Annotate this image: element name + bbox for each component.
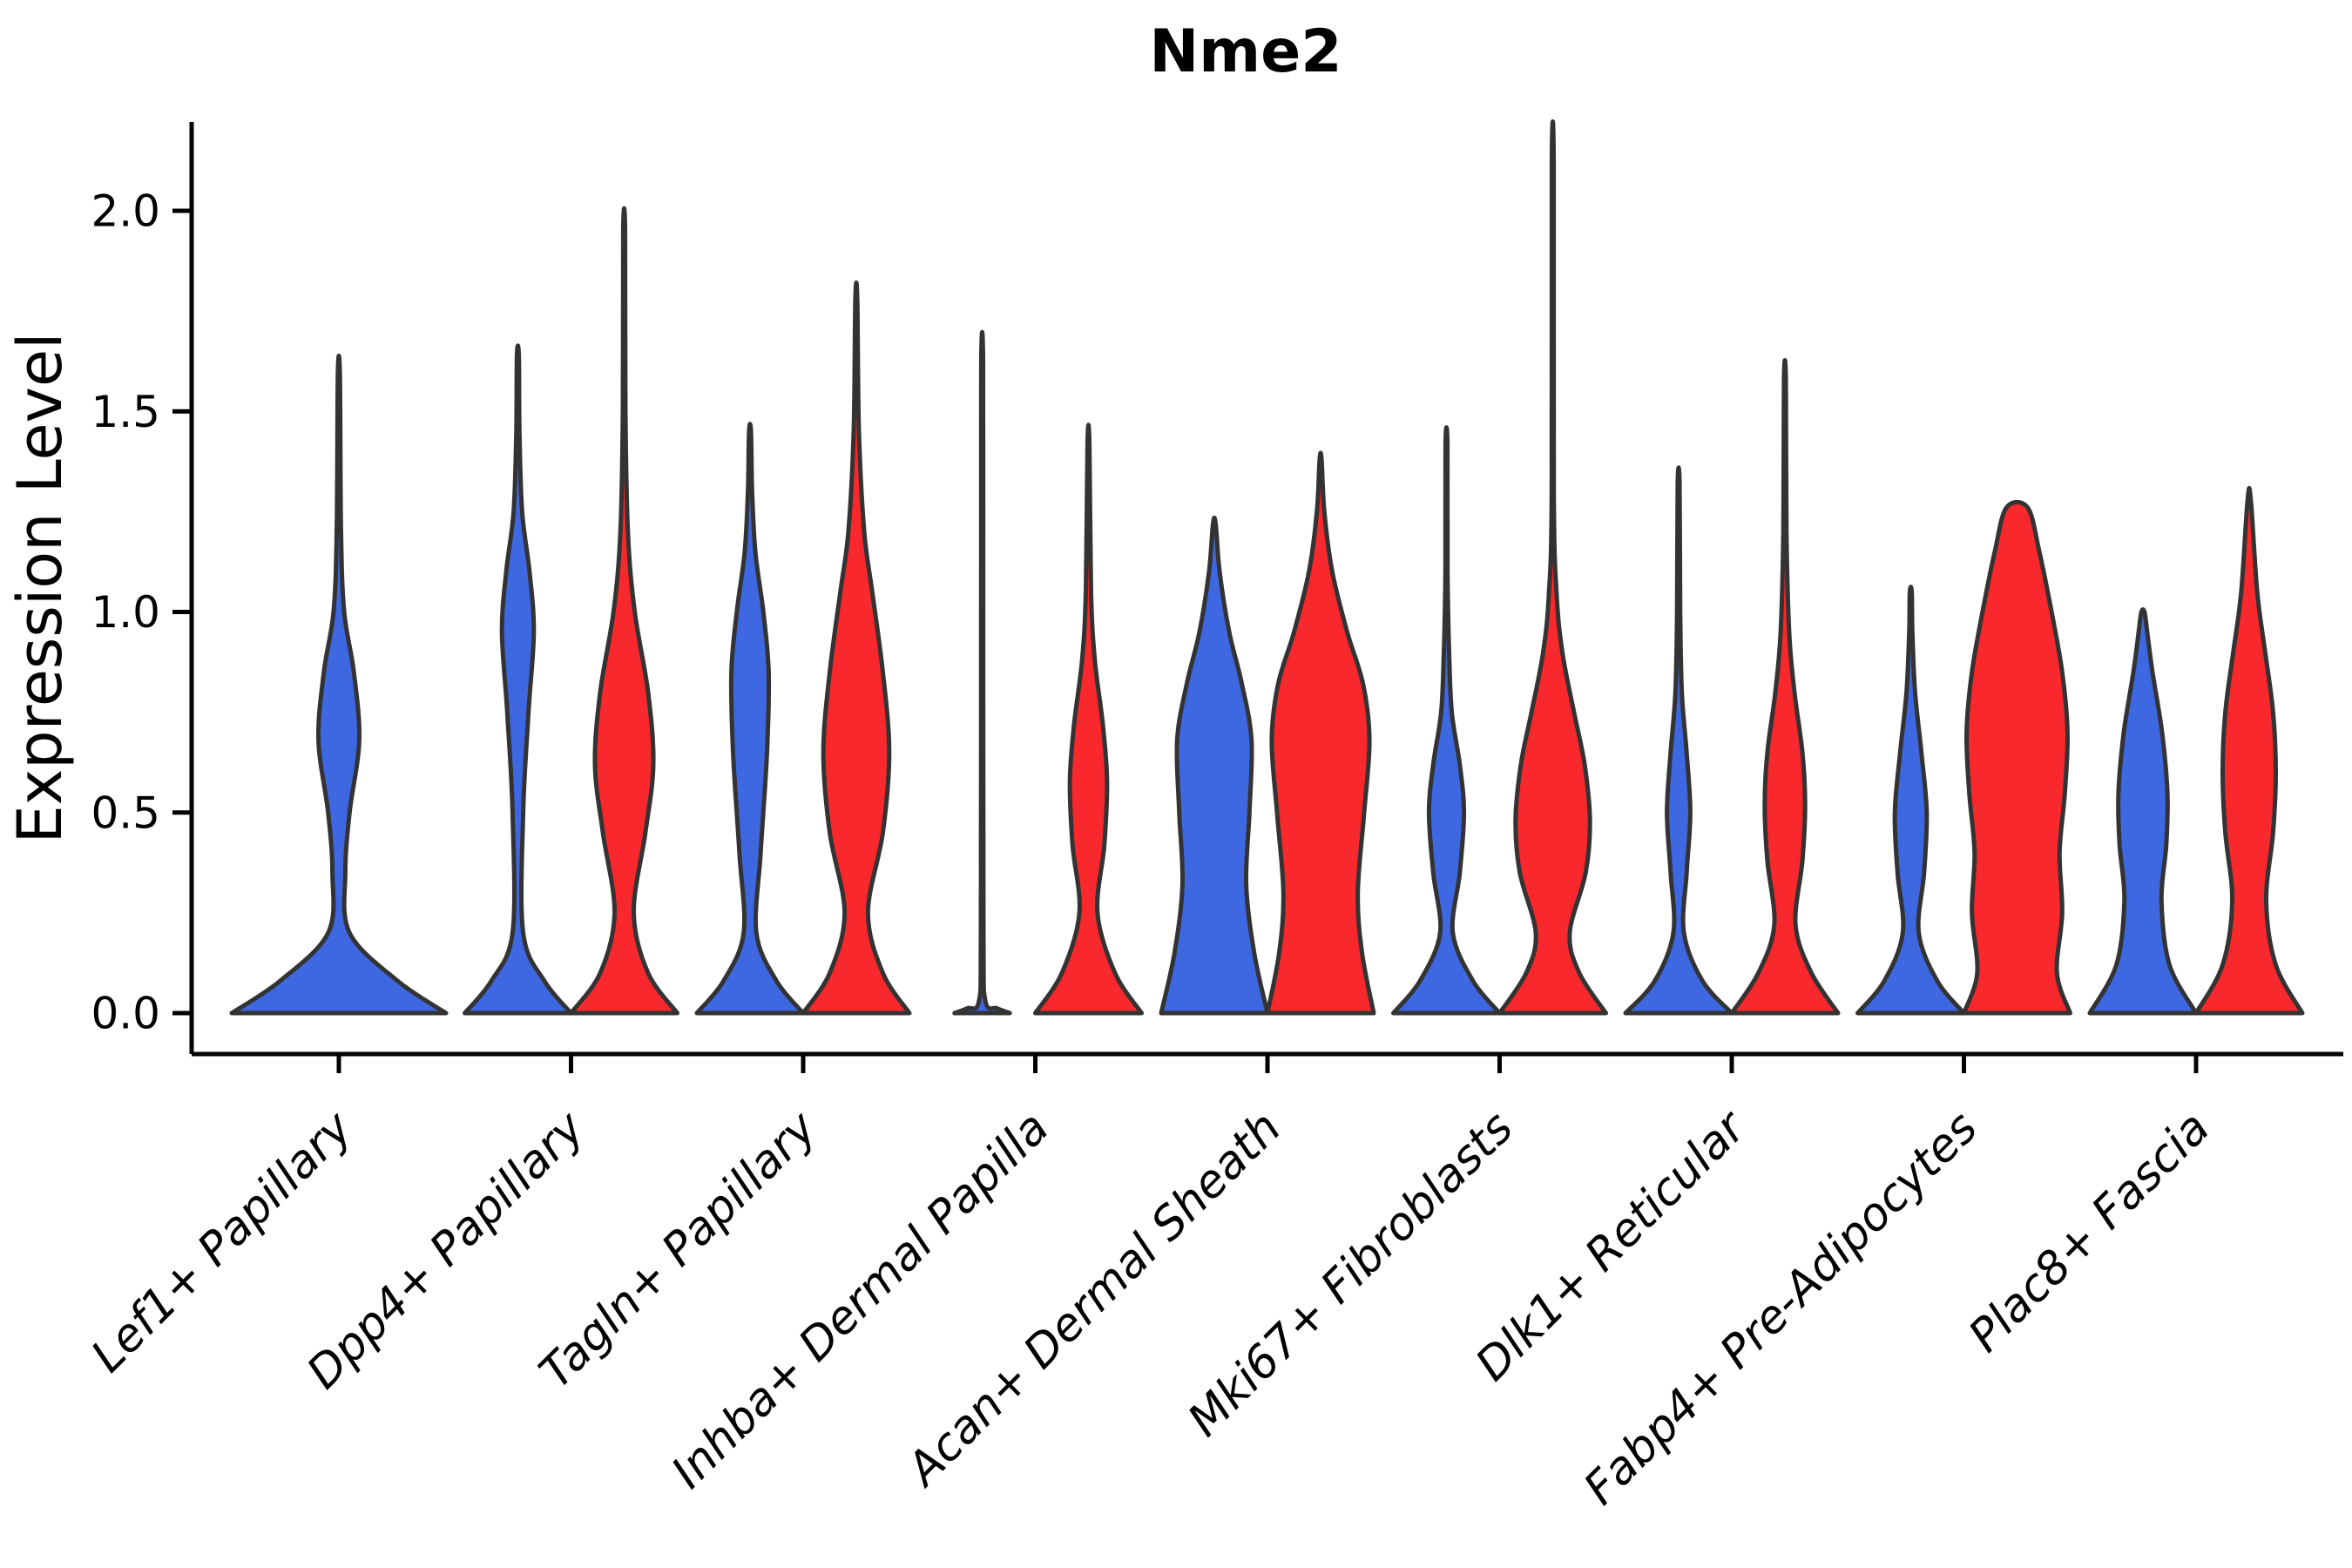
violin-inhba-dermal-papilla-red bbox=[1033, 422, 1144, 1016]
violins-layer bbox=[229, 119, 2305, 1016]
violin-tagln-papillary-blue bbox=[694, 422, 806, 1016]
x-tick-label-acan-dermal-sheath: Acan+ Dermal Sheath bbox=[896, 1102, 1291, 1497]
violin-plac8-fascia-red bbox=[2193, 485, 2305, 1016]
violin-inhba-dermal-papilla-blue bbox=[952, 329, 1012, 1016]
violin-dlk1-reticular-red bbox=[1729, 358, 1841, 1016]
violin-plac8-fascia-blue bbox=[2087, 607, 2199, 1016]
violin-fabp4-pre-adipocytes-red bbox=[1962, 499, 2072, 1016]
y-axis-label: Expression Level bbox=[4, 332, 76, 843]
y-tick-label: 1.5 bbox=[91, 387, 160, 437]
violin-tagln-papillary-red bbox=[801, 280, 912, 1016]
violin-dpp4-papillary-red bbox=[569, 206, 679, 1016]
violin-dpp4-papillary-blue bbox=[463, 343, 573, 1016]
violin-acan-dermal-sheath-blue bbox=[1159, 515, 1270, 1016]
y-tick-label: 0.5 bbox=[91, 787, 160, 838]
violin-mki67-fibroblasts-blue bbox=[1391, 425, 1502, 1016]
y-tick-label: 1.0 bbox=[91, 587, 160, 638]
violin-mki67-fibroblasts-red bbox=[1497, 119, 1608, 1016]
y-tick-label: 0.0 bbox=[91, 989, 160, 1039]
violin-dlk1-reticular-blue bbox=[1623, 465, 1734, 1016]
x-tick-label-plac8-fascia: Plac8+ Fascia bbox=[1959, 1102, 2220, 1362]
y-tick-label: 2.0 bbox=[91, 186, 160, 237]
violin-acan-dermal-sheath-red bbox=[1265, 450, 1376, 1016]
chart-title: Nme2 bbox=[1149, 17, 1342, 86]
violin-fabp4-pre-adipocytes-blue bbox=[1855, 585, 1966, 1016]
y-axis-ticks: 0.0 0.5 1.0 1.5 2.0 bbox=[91, 186, 192, 1039]
violin-lef1-papillary-blue bbox=[229, 353, 449, 1016]
x-tick-label-fabp4-pre-adipocytes: Fabp4+ Pre-Adipocytes bbox=[1574, 1102, 1988, 1516]
x-axis-ticks bbox=[336, 1054, 2199, 1073]
x-tick-label-inhba-dermal-papilla: Inhba+ Dermal Papilla bbox=[662, 1102, 1059, 1499]
